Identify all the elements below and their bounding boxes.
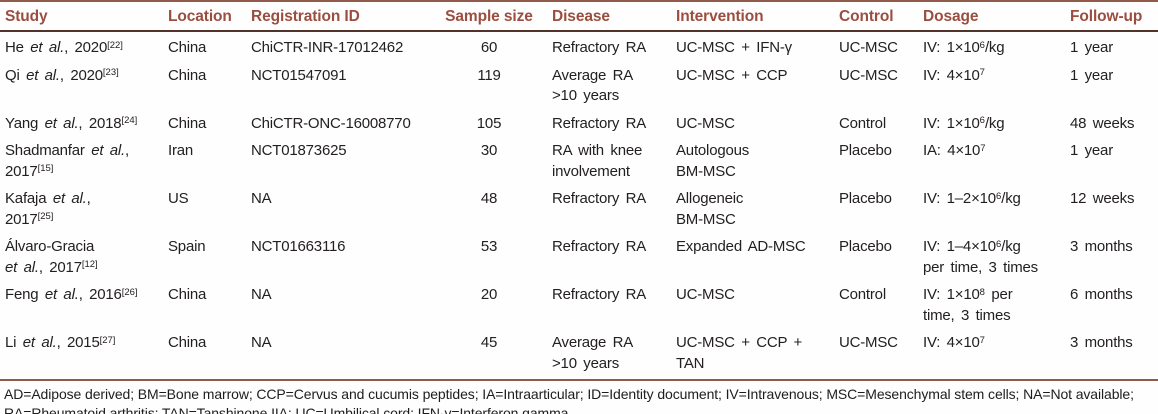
column-header-registration_id: Registration ID (246, 0, 433, 32)
cell-registration_id: NA (251, 334, 272, 351)
cell-sample_size: 48 (480, 190, 498, 207)
cell-dosage: IV: 4×107 (923, 334, 985, 351)
cell-disease: RA with knee involvement (552, 142, 643, 180)
cell-control: Control (839, 286, 886, 303)
cell-study: Feng et al., 2016[26] (5, 286, 138, 303)
cell-disease: Refractory RA (552, 114, 647, 132)
cell-control: UC-MSC (839, 334, 898, 351)
cell-control: Placebo (839, 238, 892, 255)
cell-study: Yang et al., 2018[24] (5, 114, 138, 132)
cell-study: Shadmanfar et al., 2017[15] (5, 142, 129, 180)
column-header-intervention: Intervention (671, 0, 834, 32)
table-row: He et al., 2020[22] China ChiCTR-INR-17012… (0, 31, 1158, 62)
cell-study: He et al., 2020[22] (5, 39, 123, 56)
cell-study: Qi et al., 2020[23] (5, 66, 119, 84)
cell-study: Li et al., 2015[27] (5, 334, 116, 351)
cell-intervention: Expanded AD-MSC (676, 238, 806, 255)
table-row: Álvaro-Gracia et al., 2017[12] Spain NCT016… (0, 233, 1158, 281)
cell-follow_up: 3 months (1070, 334, 1133, 351)
cell-location: China (168, 286, 207, 303)
cell-follow_up: 1 year (1070, 142, 1113, 159)
column-header-sample_size: Sample size (433, 0, 547, 32)
cell-location: China (168, 39, 207, 56)
cell-sample_size: 30 (480, 142, 498, 159)
cell-intervention: UC-MSC (676, 114, 735, 132)
cell-location: China (168, 334, 207, 351)
cell-sample_size: 20 (480, 286, 498, 303)
cell-control: Placebo (839, 190, 892, 207)
column-header-control: Control (834, 0, 918, 32)
cell-intervention: UC-MSC + CCP (676, 66, 788, 84)
cell-control: Control (839, 114, 886, 132)
cell-follow_up: 1 year (1070, 66, 1113, 84)
cell-disease: Average RA >10 years (552, 334, 634, 372)
cell-registration_id: NA (251, 190, 272, 207)
cell-follow_up: 6 months (1070, 286, 1133, 303)
cell-disease: Refractory RA (552, 286, 647, 303)
cell-sample_size: 119 (477, 66, 501, 84)
cell-study: Kafaja et al., 2017[25] (5, 190, 91, 228)
table-row: Qi et al., 2020[23] China NCT01547091 119 Av… (0, 62, 1158, 110)
table-body: He et al., 2020[22] China ChiCTR-INR-17012… (0, 31, 1158, 377)
cell-control: UC-MSC (839, 39, 898, 56)
clinical-trials-table: Study Location Registration ID Sample size D… (0, 0, 1158, 377)
cell-sample_size: 60 (480, 39, 498, 56)
cell-dosage: IA: 4×107 (923, 142, 986, 159)
cell-registration_id: NCT01873625 (251, 142, 347, 159)
cell-follow_up: 1 year (1070, 39, 1113, 56)
cell-location: Spain (168, 238, 206, 255)
cell-registration_id: NCT01547091 (251, 66, 347, 84)
cell-dosage: IV: 1×106/kg (923, 39, 1005, 56)
cell-dosage: IV: 4×107 (923, 66, 985, 84)
cell-location: US (168, 190, 189, 207)
table-row: Kafaja et al., 2017[25] US NA 48 Refractory R… (0, 185, 1158, 233)
cell-registration_id: NCT01663116 (251, 238, 346, 255)
table-row: Li et al., 2015[27] China NA 45 Average RA >1… (0, 329, 1158, 377)
cell-intervention: Allogeneic BM-MSC (676, 190, 744, 228)
cell-disease: Refractory RA (552, 39, 647, 56)
cell-registration_id: ChiCTR-INR-17012462 (251, 39, 404, 56)
cell-disease: Refractory RA (552, 238, 647, 255)
cell-location: China (168, 114, 207, 132)
table-header-row: Study Location Registration ID Sample size D… (0, 0, 1158, 32)
cell-disease: Refractory RA (552, 190, 647, 207)
cell-intervention: Autologous BM-MSC (676, 142, 750, 180)
cell-follow_up: 48 weeks (1070, 114, 1135, 132)
column-header-follow_up: Follow-up (1065, 0, 1158, 32)
cell-intervention: UC-MSC + IFN-γ (676, 39, 792, 56)
cell-intervention: UC-MSC + CCP + TAN (676, 334, 803, 372)
cell-dosage: IV: 1×108 per time, 3 times (923, 286, 1013, 324)
cell-study: Álvaro-Gracia et al., 2017[12] (5, 238, 98, 276)
cell-registration_id: NA (251, 286, 272, 303)
cell-sample_size: 53 (480, 238, 498, 255)
table-header: Study Location Registration ID Sample size D… (0, 0, 1158, 32)
column-header-dosage: Dosage (918, 0, 1065, 32)
cell-control: Placebo (839, 142, 892, 159)
cell-sample_size: 105 (476, 114, 502, 132)
table-row: Yang et al., 2018[24] China ChiCTR-ONC-160… (0, 110, 1158, 138)
table-footnote: AD=Adipose derived; BM=Bone marrow; CCP=… (0, 379, 1158, 414)
cell-dosage: IV: 1–2×106/kg (923, 190, 1021, 207)
column-header-disease: Disease (547, 0, 671, 32)
cell-registration_id: ChiCTR-ONC-16008770 (251, 114, 411, 132)
cell-dosage: IV: 1×106/kg (923, 114, 1005, 132)
cell-sample_size: 45 (480, 334, 498, 351)
cell-follow_up: 12 weeks (1070, 190, 1135, 207)
column-header-study: Study (0, 0, 163, 32)
cell-control: UC-MSC (839, 66, 898, 84)
cell-location: China (168, 66, 207, 84)
table-row: Feng et al., 2016[26] China NA 20 Refractory… (0, 281, 1158, 329)
cell-intervention: UC-MSC (676, 286, 735, 303)
table-row: Shadmanfar et al., 2017[15] Iran NCT0187362… (0, 137, 1158, 185)
cell-follow_up: 3 months (1070, 238, 1133, 255)
cell-dosage: IV: 1–4×106/kg per time, 3 times (923, 238, 1038, 276)
column-header-location: Location (163, 0, 246, 32)
cell-disease: Average RA >10 years (552, 66, 634, 105)
cell-location: Iran (168, 142, 194, 159)
